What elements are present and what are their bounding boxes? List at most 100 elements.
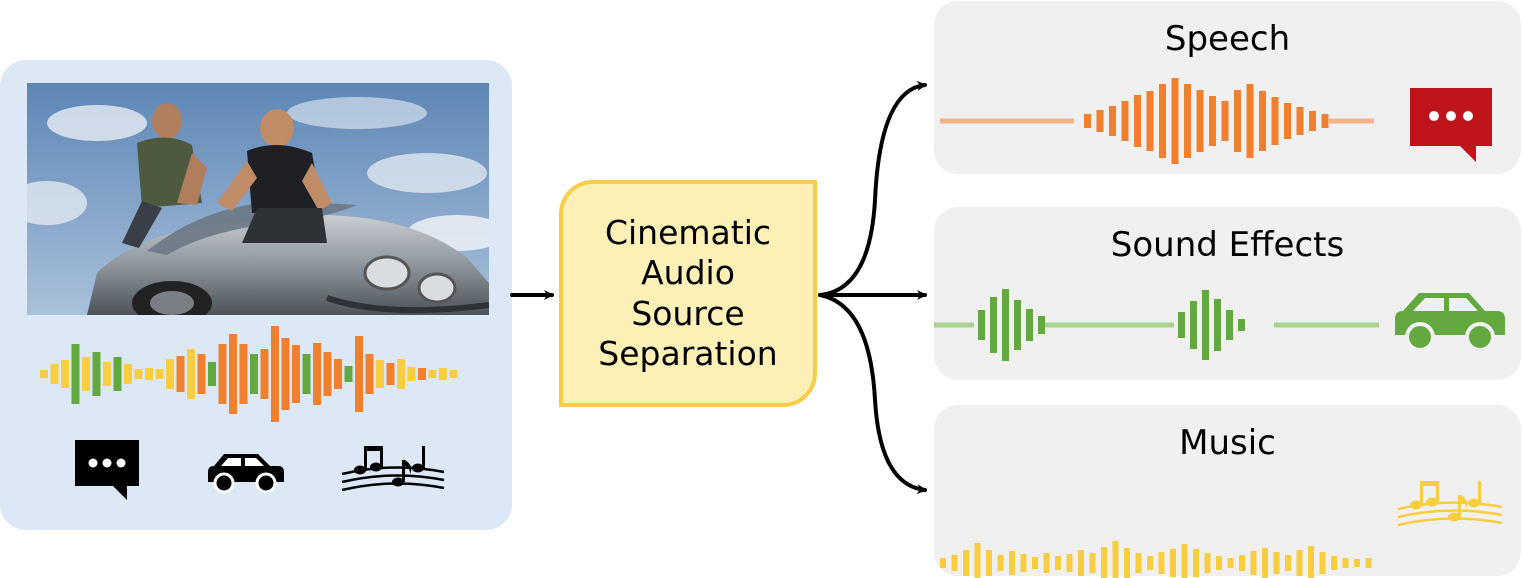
mixture-wave-bar — [302, 354, 311, 394]
movie-still-image — [27, 83, 489, 315]
mixture-wave-bar — [71, 344, 80, 404]
stem-panel-music: Music — [934, 405, 1521, 578]
speech-wave-bar — [1196, 90, 1204, 152]
speech-wave-bar — [1096, 110, 1104, 132]
mixture-wave-bar — [239, 344, 248, 404]
mixture-wave-bar — [449, 370, 458, 378]
speech-wave-bar — [1296, 107, 1304, 135]
sfx-wave-bar — [1202, 290, 1209, 360]
mixture-wave-bar — [334, 359, 342, 389]
music-wave-bar — [1262, 548, 1268, 578]
mixture-wave-bar — [50, 364, 59, 384]
sfx-wave-bar — [978, 310, 985, 340]
music-wave-bar — [1193, 549, 1199, 577]
car-icon — [1395, 293, 1505, 352]
mixture-wave-bar — [113, 357, 122, 391]
speech-wave-bar — [1159, 84, 1166, 158]
speech-wave-bar — [1084, 114, 1091, 128]
music-wave-bar — [1124, 548, 1130, 578]
separation-model-box: Cinematic Audio Source Separation — [559, 180, 817, 407]
mixture-wave-bar — [218, 344, 227, 404]
mixture-wave-bar — [250, 354, 258, 394]
speech-wave-bar — [1309, 111, 1316, 131]
mixture-wave-bar — [281, 338, 290, 410]
mixture-wave-bar — [418, 368, 426, 380]
stem-panel-speech: Speech — [934, 1, 1521, 174]
music-wave-bar — [1227, 558, 1234, 568]
mixture-wave-bar — [92, 352, 101, 396]
sound-effects-waveform — [934, 289, 1379, 361]
music-wave-bar — [1032, 557, 1038, 569]
mixture-wave-bar — [355, 336, 363, 412]
arrow-to-music — [818, 293, 927, 495]
speech-wave-bar — [1246, 84, 1254, 158]
mixture-wave-bar — [82, 357, 90, 391]
music-wave-bar — [1078, 550, 1084, 576]
music-wave-bar — [1365, 558, 1372, 568]
music-wave-bar — [1308, 546, 1314, 578]
mixture-wave-bar — [271, 326, 279, 422]
music-wave-bar — [1147, 556, 1153, 570]
stem-panel-sound-effects: Sound Effects — [934, 207, 1521, 380]
music-wave-bar — [1273, 552, 1280, 574]
mixture-wave-bar — [344, 366, 353, 382]
sfx-wave-bar — [990, 297, 997, 353]
music-wave-bar — [1342, 558, 1349, 568]
mixture-wave-bar — [439, 368, 447, 380]
speech-wave-bar — [1221, 101, 1229, 141]
mixture-wave-bar — [428, 370, 437, 378]
stem-title-speech: Speech — [1164, 19, 1291, 59]
arrow-to-speech — [818, 80, 927, 297]
mixture-wave-bar — [292, 345, 300, 403]
mixture-wave-bar — [365, 354, 374, 394]
sfx-wave-bar — [1026, 309, 1033, 341]
music-wave-bar — [1296, 550, 1303, 576]
sfx-wave-bar — [1226, 310, 1233, 340]
mixture-wave-bar — [376, 360, 384, 388]
mixture-wave-bar — [61, 360, 69, 388]
music-wave-bar — [1250, 551, 1257, 575]
speech-wave-bar — [1271, 97, 1279, 145]
music-wave-bar — [1009, 551, 1015, 575]
label-line-2: Audio — [641, 253, 735, 293]
sfx-wave-bar — [1238, 319, 1245, 331]
music-wave-bar — [1101, 547, 1107, 578]
mixture-wave-bar — [176, 356, 185, 392]
music-wave-bar — [1170, 549, 1176, 577]
sfx-wave-bar — [1002, 289, 1009, 361]
speech-wave-bar — [1234, 90, 1241, 152]
sfx-wave-bar — [1014, 300, 1021, 350]
speech-waveform — [940, 78, 1374, 164]
sfx-wave-bar — [1190, 301, 1197, 349]
music-wave-bar — [1112, 541, 1119, 578]
mixture-wave-bar — [407, 367, 416, 381]
speech-wave-bar — [1284, 103, 1291, 139]
music-notes-icon — [1397, 481, 1503, 527]
mixture-wave-bar — [145, 368, 153, 380]
mixture-wave-bar — [313, 343, 321, 405]
speech-wave-bar — [1121, 101, 1129, 141]
music-wave-bar — [986, 550, 992, 576]
speech-bubble-icon — [1410, 88, 1492, 162]
music-wave-bar — [940, 558, 946, 568]
mixture-wave-bar — [155, 369, 164, 379]
music-notes-icon — [341, 446, 445, 492]
mixture-wave-bar — [103, 362, 111, 386]
music-wave-bar — [1204, 553, 1211, 573]
music-wave-bar — [1066, 554, 1073, 572]
label-line-1: Cinematic — [604, 213, 772, 252]
music-wave-bar — [1216, 556, 1222, 570]
music-wave-bar — [963, 550, 969, 576]
mixture-wave-bar — [197, 354, 206, 394]
mixture-wave-bar — [386, 363, 395, 385]
speech-wave-bar — [1259, 91, 1266, 151]
mixture-wave-bar — [397, 359, 405, 389]
sfx-wave-bar — [1038, 316, 1045, 334]
speech-bubble-icon — [75, 440, 139, 500]
music-wave-bar — [1331, 556, 1337, 570]
mixture-wave-bar — [134, 369, 143, 379]
music-wave-bar — [1043, 553, 1050, 573]
speech-wave-bar — [1134, 95, 1141, 147]
mixture-wave-bar — [323, 352, 332, 396]
music-wave-bar — [1285, 555, 1291, 571]
